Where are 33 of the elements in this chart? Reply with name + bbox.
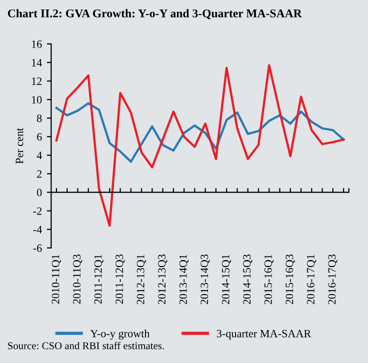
line-series (55, 64, 345, 227)
x-tick-label: 2010-11Q3 (73, 254, 82, 304)
y-tick-label: 0 (36, 188, 42, 196)
x-tick-label: 2016-17Q3 (328, 254, 338, 304)
legend-label: 3-quarter MA-SAAR (216, 330, 312, 340)
x-tick-label: 2012-13Q3 (158, 254, 168, 304)
x-tick-label: 2010-11Q1 (52, 254, 61, 304)
y-tick-label: -2 (33, 207, 42, 215)
x-tick-label: 2014-15Q3 (243, 254, 252, 304)
x-tick-label: 2011-12Q1 (94, 254, 104, 304)
legend-label: Y-o-y growth (90, 330, 150, 340)
x-tick-label: 2014-15Q1 (222, 254, 232, 304)
y-tick-label: -6 (33, 244, 42, 252)
y-tick-label: -4 (33, 226, 42, 234)
line-series (55, 102, 345, 163)
x-tick-label: 2015-16Q1 (264, 254, 274, 304)
y-tick-label: 14 (32, 58, 42, 66)
y-tick-label: 8 (36, 114, 42, 122)
chart-title: Chart II.2: GVA Growth: Y-o-Y and 3-Quarter MA-SAAR (8, 9, 302, 20)
source-note: Source: CSO and RBI staff estimates. (8, 342, 164, 350)
y-tick-label: 10 (32, 96, 42, 104)
y-axis-title: Per cent (16, 128, 24, 164)
y-tick-label: 12 (32, 78, 42, 85)
x-tick-label: 2015-16Q3 (286, 254, 295, 304)
x-tick-label: 2012-13Q1 (136, 254, 146, 304)
y-tick-label: 6 (37, 133, 42, 141)
x-tick-label: 2016-17Q1 (306, 254, 316, 304)
x-tick-label: 2013-14Q3 (200, 254, 210, 304)
y-tick-label: 4 (36, 152, 42, 160)
y-tick-label: 2 (37, 170, 42, 178)
x-tick-label: 2011-12Q3 (116, 254, 125, 304)
y-tick-label: 16 (32, 40, 42, 48)
x-tick-label: 2013-14Q1 (179, 254, 189, 304)
